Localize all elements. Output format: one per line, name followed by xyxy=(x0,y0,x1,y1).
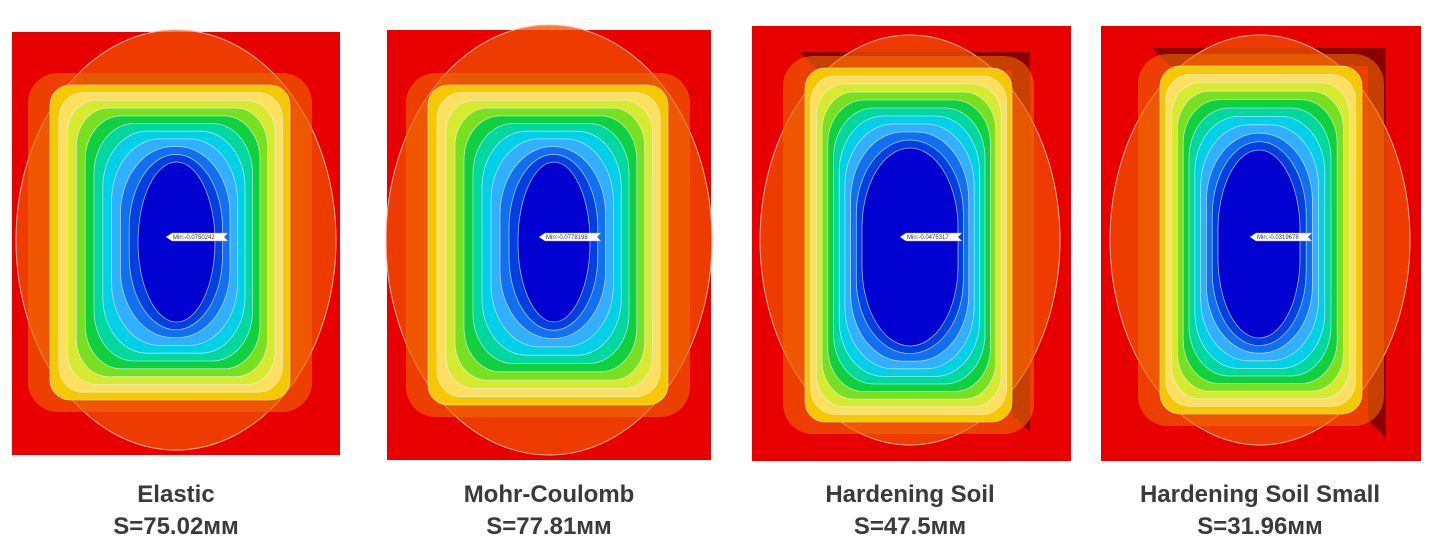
min-label: Min:-0.0750242 xyxy=(173,235,215,241)
result: S=75.02мм xyxy=(113,513,239,540)
contour-band xyxy=(137,161,216,323)
min-marker xyxy=(1249,232,1313,242)
min-label: Min:-0.0475317 xyxy=(907,235,949,241)
result: S=31.96мм xyxy=(1197,513,1323,540)
contour-band xyxy=(517,161,591,323)
min-label: Min:-0.0319678 xyxy=(1257,235,1299,241)
min-marker xyxy=(538,232,602,242)
caption: Hardening Soil xyxy=(825,481,994,508)
min-label: Min:-0.0778198 xyxy=(546,235,588,241)
panel: Min:-0.0475317 Hardening Soil S=47.5мм xyxy=(752,26,1071,540)
contour-band xyxy=(861,147,959,347)
result: S=77.81мм xyxy=(486,513,612,540)
panel: Min:-0.0750242 Elastic S=75.02мм xyxy=(12,29,340,540)
panel: Min:-0.0319678 Hardening Soil Small S=31.9… xyxy=(1101,26,1421,540)
result: S=47.5мм xyxy=(854,513,966,540)
contour-band xyxy=(1217,149,1301,339)
min-marker xyxy=(899,232,963,242)
caption: Mohr-Coulomb xyxy=(464,481,635,508)
caption: Hardening Soil Small xyxy=(1140,481,1380,508)
panel: Min:-0.0778198 Mohr-Coulomb S=77.81мм xyxy=(385,24,713,540)
caption: Elastic xyxy=(137,481,214,508)
min-marker xyxy=(165,232,229,242)
